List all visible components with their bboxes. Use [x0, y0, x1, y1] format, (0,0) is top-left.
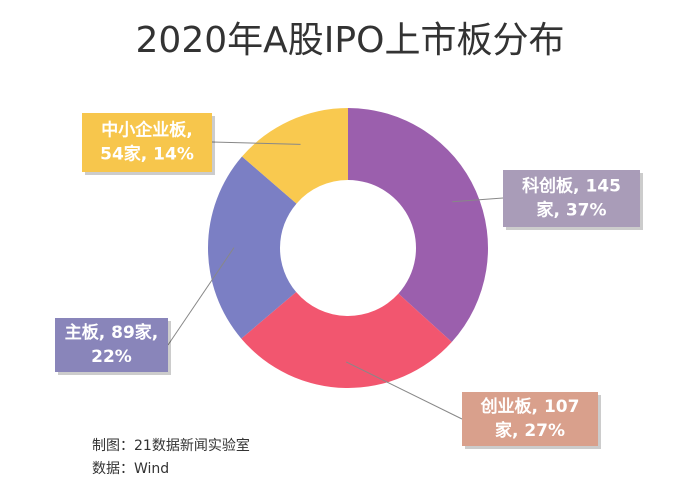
data-label: 主板, 89家,	[65, 322, 159, 343]
label-box	[503, 170, 640, 227]
leader-line	[345, 361, 463, 420]
source: 数据：Wind	[92, 461, 169, 477]
slice	[241, 292, 452, 388]
data-label: 家, 27%	[495, 420, 565, 441]
leader-line	[452, 197, 504, 203]
data-label: 科创板, 145	[522, 176, 621, 197]
data-label: 22%	[91, 347, 132, 367]
data-label: 中小企业板,	[101, 120, 192, 141]
data-label: 创业板, 107	[480, 396, 580, 417]
chart-title: 2020年A股IPO上市板分布	[136, 20, 565, 61]
leader-line	[167, 247, 235, 346]
label-box	[82, 113, 212, 172]
data-label: 家, 37%	[536, 200, 606, 221]
slice	[241, 108, 348, 204]
slice	[207, 156, 297, 339]
slice	[348, 108, 489, 342]
credit: 制图：21数据新闻实验室	[92, 437, 250, 454]
label-box	[55, 318, 168, 372]
data-label: 54家, 14%	[100, 144, 194, 165]
leader-line	[211, 141, 301, 145]
label-box	[462, 392, 598, 446]
